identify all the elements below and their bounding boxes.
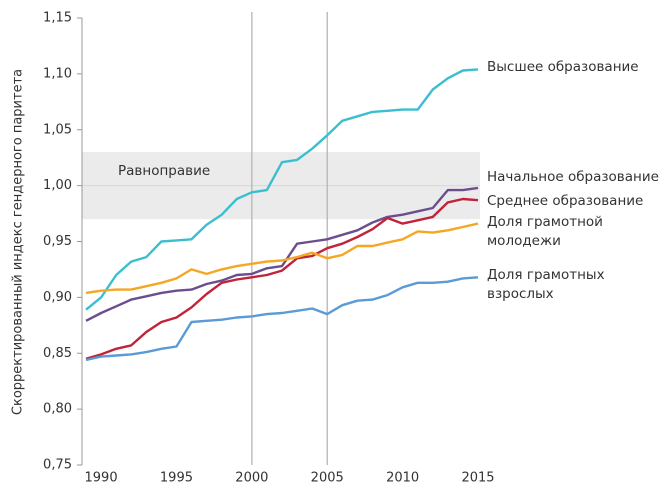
band-label: Равноправие: [118, 163, 210, 179]
legend-label-line: молодежи: [487, 233, 561, 249]
series-line: [85, 197, 479, 360]
legend-label: Среднее образование: [487, 193, 643, 209]
y-tick-label: 1,15: [43, 11, 72, 26]
y-tick-label: 0,95: [43, 234, 72, 249]
x-tick-label: 1995: [160, 471, 193, 486]
series-line: [85, 222, 479, 295]
x-tick-label: 2015: [461, 471, 494, 486]
series-line: [85, 276, 479, 362]
legend-label-line: Доля грамотной: [487, 214, 603, 230]
x-tick-label: 2005: [311, 471, 344, 486]
x-tick-label: 2000: [235, 471, 268, 486]
y-tick-label: 1,00: [43, 178, 72, 193]
y-tick-label: 1,05: [43, 122, 72, 137]
legend-label: Доля грамотной молодежи: [487, 214, 603, 249]
y-tick-label: 0,80: [43, 402, 72, 417]
x-tick-label: 2010: [386, 471, 419, 486]
x-tick-label: 1990: [85, 471, 118, 486]
series-line: [85, 68, 479, 311]
legend-label: Начальное образование: [487, 169, 659, 185]
y-tick-label: 0,85: [43, 346, 72, 361]
y-tick-label: 0,90: [43, 290, 72, 305]
legend-label: Доля грамотных взрослых: [487, 267, 605, 302]
legend-label-line: Доля грамотных: [487, 267, 605, 283]
y-tick-label: 1,10: [43, 66, 72, 81]
y-tick-label: 0,75: [43, 458, 72, 473]
legend-label-line: взрослых: [487, 286, 554, 302]
legend-label: Высшее образование: [487, 59, 639, 75]
y-axis-label: Скорректированный индекс гендерного пари…: [11, 69, 26, 415]
series-line: [85, 186, 479, 322]
